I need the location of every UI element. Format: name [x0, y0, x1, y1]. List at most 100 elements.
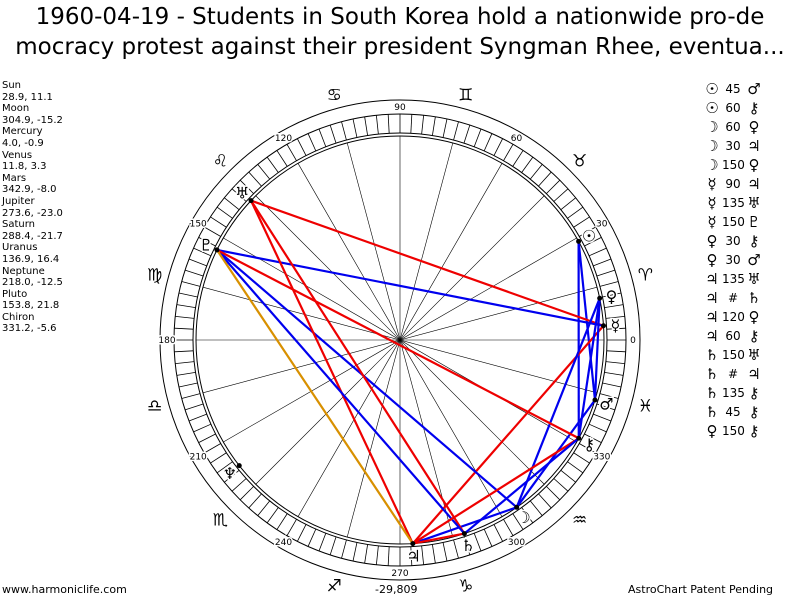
- degree-tick: [387, 114, 390, 134]
- degree-tick: [193, 247, 212, 257]
- degree-tick: [421, 115, 425, 135]
- aspect-planet-2: ♂: [747, 80, 761, 98]
- degree-tick: [266, 156, 279, 173]
- aspect-planet-1: ♃: [705, 270, 719, 288]
- aspect-list: ☉ 45 ♂ ☉ 60 ⚷ ☽ 60 ♀ ☽ 30 ♃ ☽ 150 ♀ ☿ 90 ♃ ☿ 135 ♅ ☿ 150 ♇ ♀ 30 ⚷ ♀…: [702, 80, 764, 441]
- degree-tick: [584, 237, 602, 247]
- degree-label: 240: [275, 538, 292, 548]
- aspect-planet-2: ♄: [747, 289, 761, 307]
- planet-glyph-icon: ☽: [516, 508, 530, 527]
- degree-tick: [188, 258, 207, 267]
- degree-tick: [286, 144, 297, 161]
- degree-tick: [297, 524, 307, 542]
- title-line-2: mocracy protest against their president …: [15, 34, 785, 60]
- planet-glyph-icon: ♂: [599, 395, 613, 414]
- degree-tick: [276, 513, 288, 530]
- aspect-line: [463, 437, 580, 535]
- planet-glyph-icon: ☉: [582, 227, 596, 246]
- degree-tick: [421, 545, 425, 565]
- degree-tick: [364, 544, 369, 564]
- aspect-planet-2: ♀: [748, 156, 760, 174]
- chart-title: 1960-04-19 - Students in South Korea hol…: [0, 2, 800, 62]
- aspect-angle: 150: [722, 158, 745, 172]
- aspect-line: [216, 249, 466, 535]
- aspect-planet-1: ☉: [705, 99, 719, 117]
- aspect-line: [216, 249, 518, 509]
- planet-marker: [514, 504, 520, 510]
- planet-name: Sun: [2, 80, 22, 91]
- degree-tick: [493, 524, 503, 542]
- degree-tick: [341, 539, 347, 559]
- degree-label: 90: [394, 103, 406, 113]
- degree-tick: [602, 292, 622, 298]
- aspect-angle: 150: [722, 424, 745, 438]
- zodiac-sign-icon: ♊: [458, 86, 473, 106]
- degree-tick: [493, 138, 503, 156]
- degree-tick: [239, 486, 254, 501]
- degree-tick: [204, 226, 221, 237]
- degree-tick: [307, 133, 317, 152]
- aspect-angle: 45: [725, 405, 741, 419]
- degree-tick: [463, 536, 471, 556]
- degree-tick: [178, 382, 198, 388]
- degree-tick: [593, 413, 612, 422]
- degree-tick: [224, 469, 240, 483]
- planet-marker: [576, 435, 582, 441]
- degree-tick: [602, 382, 622, 388]
- aspect-row: ☿ 90 ♃: [702, 175, 764, 194]
- degree-tick: [216, 461, 233, 474]
- degree-tick: [224, 197, 240, 211]
- aspect-row: ☽ 60 ♀: [702, 118, 764, 137]
- planet-coords: 11.8, 3.3: [2, 161, 47, 173]
- degree-tick: [573, 216, 590, 228]
- planet-glyph-icon: ⚷: [583, 435, 595, 454]
- degree-tick: [453, 539, 459, 559]
- degree-tick: [604, 371, 624, 376]
- planet-marker: [248, 198, 254, 204]
- aspect-planet-1: ♄: [705, 346, 719, 364]
- degree-tick: [216, 206, 233, 219]
- planet-name: Saturn: [2, 219, 36, 231]
- aspect-line: [412, 532, 465, 545]
- planet-marker: [410, 541, 416, 547]
- planet-name: Mercury: [2, 126, 43, 138]
- degree-tick: [512, 150, 524, 167]
- degree-tick: [567, 461, 584, 474]
- degree-tick: [184, 269, 204, 277]
- zodiac-sign-icon: ♉: [572, 151, 587, 171]
- aspect-line: [250, 200, 466, 535]
- aspect-planet-2: ⚷: [748, 99, 760, 117]
- degree-tick: [204, 443, 221, 454]
- planet-name: Venus: [2, 149, 33, 161]
- degree-tick: [596, 403, 616, 411]
- degree-tick: [188, 413, 207, 422]
- aspect-planet-2: ♂: [747, 251, 761, 269]
- aspect-angle: 30: [725, 234, 741, 248]
- degree-tick: [210, 452, 227, 464]
- aspect-angle: 150: [722, 215, 745, 229]
- degree-tick: [239, 179, 254, 194]
- aspect-row: ☉ 60 ⚷: [702, 99, 764, 118]
- degree-tick: [538, 493, 552, 509]
- planet-marker: [461, 531, 467, 537]
- aspect-planet-1: ☿: [707, 194, 717, 212]
- degree-tick: [442, 118, 448, 138]
- degree-tick: [512, 513, 524, 530]
- aspect-planet-2: ⚷: [748, 422, 760, 440]
- aspect-planet-1: ♃: [705, 308, 719, 326]
- degree-tick: [453, 121, 459, 141]
- degree-tick: [605, 315, 625, 319]
- aspect-planet-1: ☿: [707, 213, 717, 231]
- planet-marker: [576, 238, 582, 244]
- planet-marker: [597, 295, 603, 301]
- aspect-planet-2: ♅: [747, 194, 761, 212]
- aspect-angle: #: [727, 367, 739, 381]
- aspect-row: ♄ 45 ⚷: [702, 403, 764, 422]
- aspect-line: [216, 249, 414, 545]
- aspect-line: [216, 248, 580, 440]
- title-line-1: 1960-04-19 - Students in South Korea hol…: [35, 4, 765, 30]
- planet-glyph-icon: ♆: [223, 464, 237, 483]
- degree-tick: [588, 423, 607, 433]
- degree-label: 30: [596, 220, 608, 230]
